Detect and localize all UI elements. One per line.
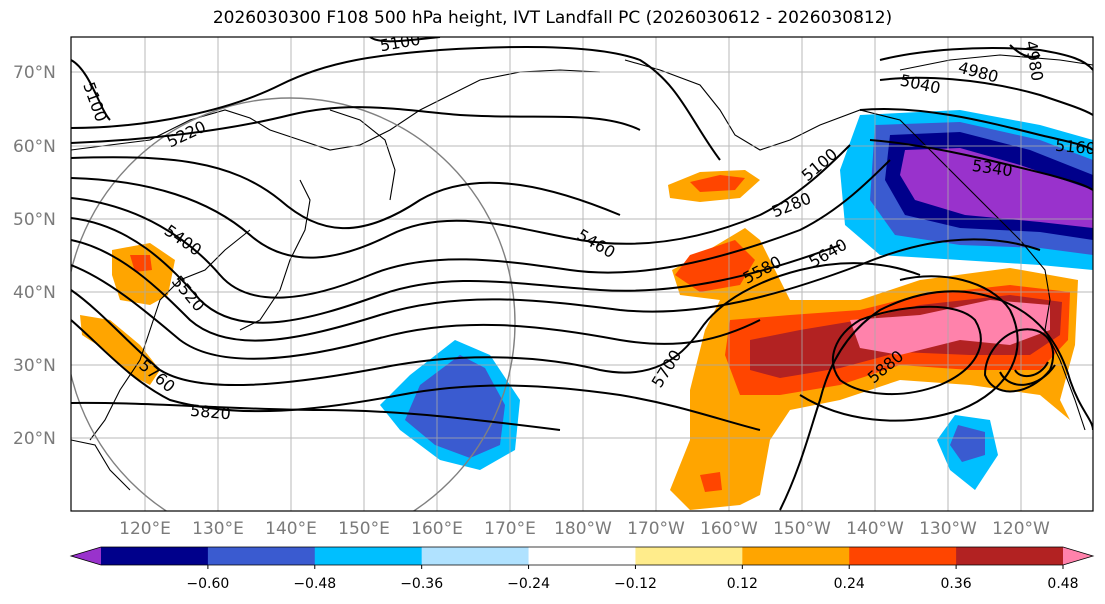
lat-label: 50°N [13,210,56,230]
lon-label: 180°W [554,519,612,539]
colorbar-cell [849,547,957,565]
colorbar-tick-label: −0.60 [186,576,229,592]
contour-label: 5160 [1054,136,1096,158]
colorbar-tick-label: −0.12 [614,576,657,592]
colorbar-tick-label: −0.48 [293,576,336,592]
lon-label: 160°W [700,519,758,539]
colorbar-cell [528,547,636,565]
lat-label: 70°N [13,63,56,83]
map-title: 2026030300 F108 500 hPa height, IVT Land… [212,8,893,28]
colorbar-tick-label: 0.36 [941,576,972,592]
ivt-positive-fill [80,170,1078,510]
colorbar-cell [742,547,850,565]
height-contours [71,37,1093,511]
lon-label: 160°E [411,519,463,539]
lat-label: 40°N [13,283,56,303]
reference-circle [71,97,516,511]
colorbar-cell [207,547,316,565]
colorbar-cell [101,547,209,565]
lon-label: 130°E [192,519,244,539]
latitude-labels: 70°N 60°N 50°N 40°N 30°N 20°N [13,63,56,449]
colorbar-tick-label: 0.24 [834,576,865,592]
lat-label: 20°N [13,429,56,449]
colorbar-extend-high [1063,547,1093,565]
colorbar-tick-label: 0.48 [1047,576,1078,592]
lon-label: 130°W [919,519,977,539]
lon-label: 140°E [265,519,317,539]
lon-label: 120°W [992,519,1050,539]
lon-label: 120°E [119,519,171,539]
colorbar-cell [421,547,530,565]
colorbar-cell [314,547,423,565]
colorbar-cell [635,547,743,565]
lon-label: 150°E [338,519,390,539]
lon-label: 150°W [773,519,831,539]
lon-label: 170°E [484,519,536,539]
colorbar-outline [69,546,1095,566]
colorbar: −0.60 −0.48 −0.36 −0.24 −0.12 0.12 0.24 0.36 0.4… [69,546,1095,592]
map-frame [70,36,1094,512]
colorbar-extend-low [71,547,101,565]
coastlines [71,54,1093,491]
longitude-labels: 120°E 130°E 140°E 150°E 160°E 170°E 180°… [119,519,1050,539]
colorbar-tick-label: −0.36 [400,576,443,592]
contour-label: 5820 [189,401,231,423]
lat-label: 60°N [13,137,56,157]
lon-label: 170°W [627,519,685,539]
colorbar-tick-label: −0.24 [507,576,550,592]
colorbar-tick-label: 0.12 [727,576,758,592]
lon-label: 140°W [846,519,904,539]
colorbar-cell [956,547,1064,565]
lat-label: 30°N [13,356,56,376]
